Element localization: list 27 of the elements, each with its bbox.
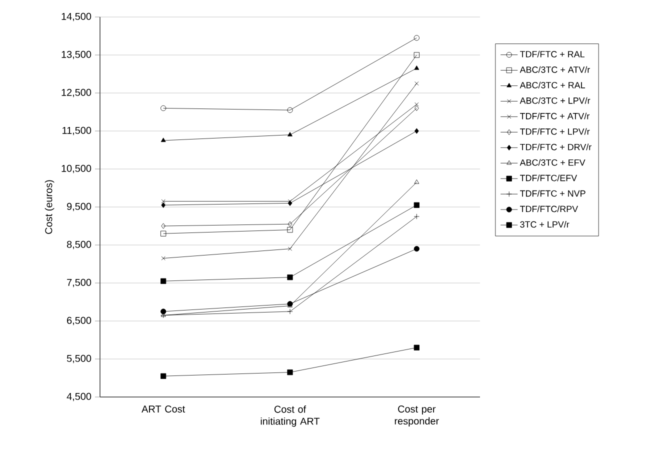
x-tick-label: Cost of initiating ART — [260, 406, 320, 427]
y-tick-label: 8,500 — [66, 240, 92, 250]
y-tick-label: 12,500 — [62, 88, 92, 98]
y-axis-title: Cost (euros) — [44, 180, 54, 234]
y-tick-label: 10,500 — [62, 164, 92, 174]
x-tick-label: ART Cost — [142, 406, 186, 413]
legend-label: 3TC + LPV/r — [520, 221, 570, 228]
legend-label: ABC/3TC + ATV/r — [520, 66, 590, 73]
y-tick-label: 4,500 — [66, 392, 92, 402]
y-tick-label: 11,500 — [62, 126, 92, 136]
legend-label: TDF/FTC + LPV/r — [520, 128, 590, 135]
x-tick-label: Cost per responder — [394, 406, 439, 426]
y-tick-label: 13,500 — [62, 50, 92, 60]
legend-label: ABC/3TC + RAL — [520, 82, 586, 88]
y-tick-label: 6,500 — [67, 316, 92, 326]
legend-label: TDF/FTC + DRV/r — [520, 144, 592, 150]
y-tick-label: 5,500 — [66, 354, 92, 364]
y-tick-label: 9,500 — [67, 202, 92, 212]
y-tick-label: 14,500 — [62, 12, 92, 22]
y-tick-label: 7,500 — [67, 278, 92, 288]
legend-label: TDF/FTC + NVP — [520, 190, 586, 197]
legend-label: TDF/FTC/RPV — [520, 206, 578, 212]
legend-label: ABC/3TC + LPV/r — [520, 97, 590, 104]
legend-label: TDF/FTC/EFV — [520, 174, 578, 182]
legend-label: ABC/3TC + EFV — [520, 159, 586, 166]
legend-label: TDF/FTC + RAL — [520, 50, 585, 58]
legend-label: TDF/FTC + ATV/r — [520, 112, 590, 120]
